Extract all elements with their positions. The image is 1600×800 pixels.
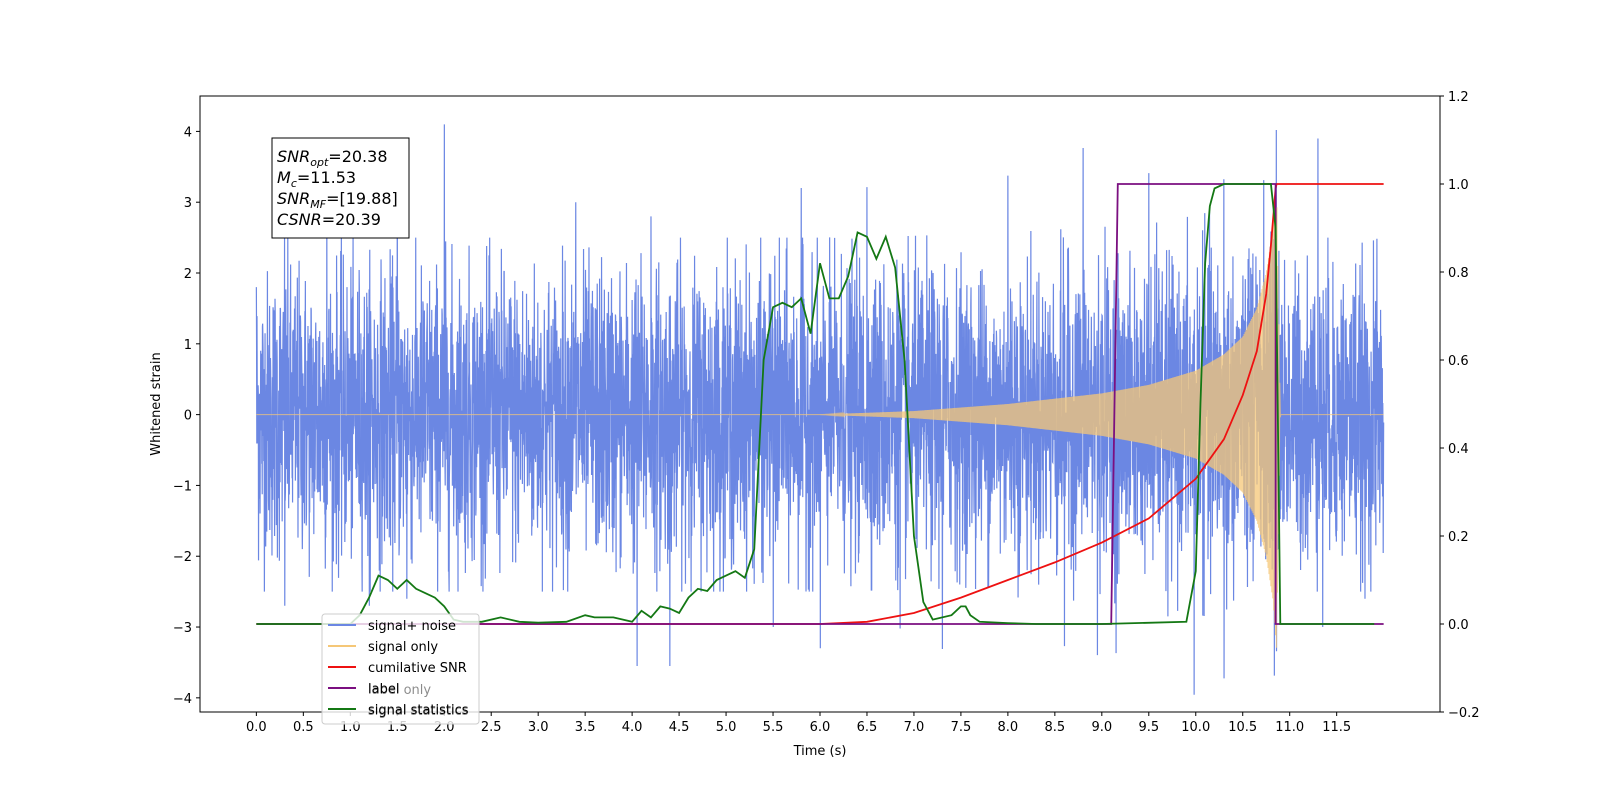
legend: label only signal statistics signal+ noise…	[321, 613, 480, 725]
x-tick-label: 9.5	[1138, 720, 1159, 735]
x-tick-label: 10.0	[1181, 720, 1210, 735]
legend-label: signal statistics	[368, 703, 469, 718]
stats-line: CSNR=20.39	[277, 210, 381, 229]
y2-tick-label: 0.0	[1448, 618, 1469, 633]
x-tick-label: 11.0	[1275, 720, 1304, 735]
stats-box-frame	[271, 137, 410, 239]
stats-annotation-box: SNRopt=20.38Mc=11.53SNRMF=[19.88]CSNR=20…	[271, 137, 410, 239]
series-signal-noise	[255, 124, 1385, 695]
y-tick-label: −2	[173, 550, 192, 565]
legend-hidden-text: label only	[368, 683, 431, 698]
x-tick-label: 8.5	[1045, 720, 1066, 735]
series-signal-only	[256, 187, 1384, 648]
y2-tick-label: 0.6	[1448, 354, 1469, 369]
y-tick-label: 0	[184, 409, 192, 424]
stats-line: Mc=11.53	[277, 168, 356, 190]
x-tick-label: 0.0	[246, 720, 267, 735]
x-axis-label: Time (s)	[793, 744, 847, 759]
y2-tick-label: 0.4	[1448, 442, 1469, 457]
x-tick-label: 11.5	[1322, 720, 1351, 735]
plot-layer	[255, 124, 1385, 695]
x-tick-label: 3.0	[528, 720, 549, 735]
x-tick-label: 7.0	[904, 720, 925, 735]
ticks-layer: 0.0 0.5 1.0 1.5 2.0 2.5 3.0 3.5 4.0 4.5 5.0 5.5 6.0 6…	[173, 90, 1480, 735]
x-tick-label: 8.0	[998, 720, 1019, 735]
y2-tick-label: 1.0	[1448, 178, 1469, 193]
y-axis-label: Whitened strain	[149, 352, 164, 455]
x-tick-label: 6.5	[857, 720, 878, 735]
x-tick-label: 7.5	[951, 720, 972, 735]
legend-frame	[321, 613, 480, 725]
x-tick-label: 5.0	[716, 720, 737, 735]
series-cumulative-snr	[256, 183, 1384, 625]
y-tick-label: 3	[184, 196, 192, 211]
y-tick-label: 1	[184, 338, 192, 353]
y-tick-label: −1	[173, 479, 192, 494]
y2-tick-label: −0.2	[1448, 706, 1480, 721]
y2-tick-label: 0.8	[1448, 266, 1469, 281]
x-tick-label: 5.5	[763, 720, 784, 735]
stats-line: SNRopt=20.38	[277, 147, 388, 169]
legend-label: signal only	[368, 640, 438, 655]
legend-label: cumilative SNR	[368, 661, 467, 676]
x-tick-label: 10.5	[1228, 720, 1257, 735]
y-tick-label: 2	[184, 267, 192, 282]
x-tick-label: 4.0	[622, 720, 643, 735]
y-tick-label: 4	[184, 125, 192, 140]
y-tick-label: −3	[173, 621, 192, 636]
y-tick-label: −4	[173, 692, 192, 707]
y2-tick-label: 1.2	[1448, 90, 1469, 105]
x-tick-label: 2.5	[481, 720, 502, 735]
legend-label: signal+ noise	[368, 619, 456, 634]
x-tick-label: 6.0	[810, 720, 831, 735]
legend-hidden-text: signal statistics	[368, 704, 469, 719]
x-tick-label: 9.0	[1091, 720, 1112, 735]
x-tick-label: 4.5	[669, 720, 690, 735]
x-tick-label: 3.5	[575, 720, 596, 735]
x-tick-label: 0.5	[293, 720, 314, 735]
legend-label: label	[368, 682, 399, 697]
y2-tick-label: 0.2	[1448, 530, 1469, 545]
stats-line: SNRMF=[19.88]	[277, 189, 398, 211]
